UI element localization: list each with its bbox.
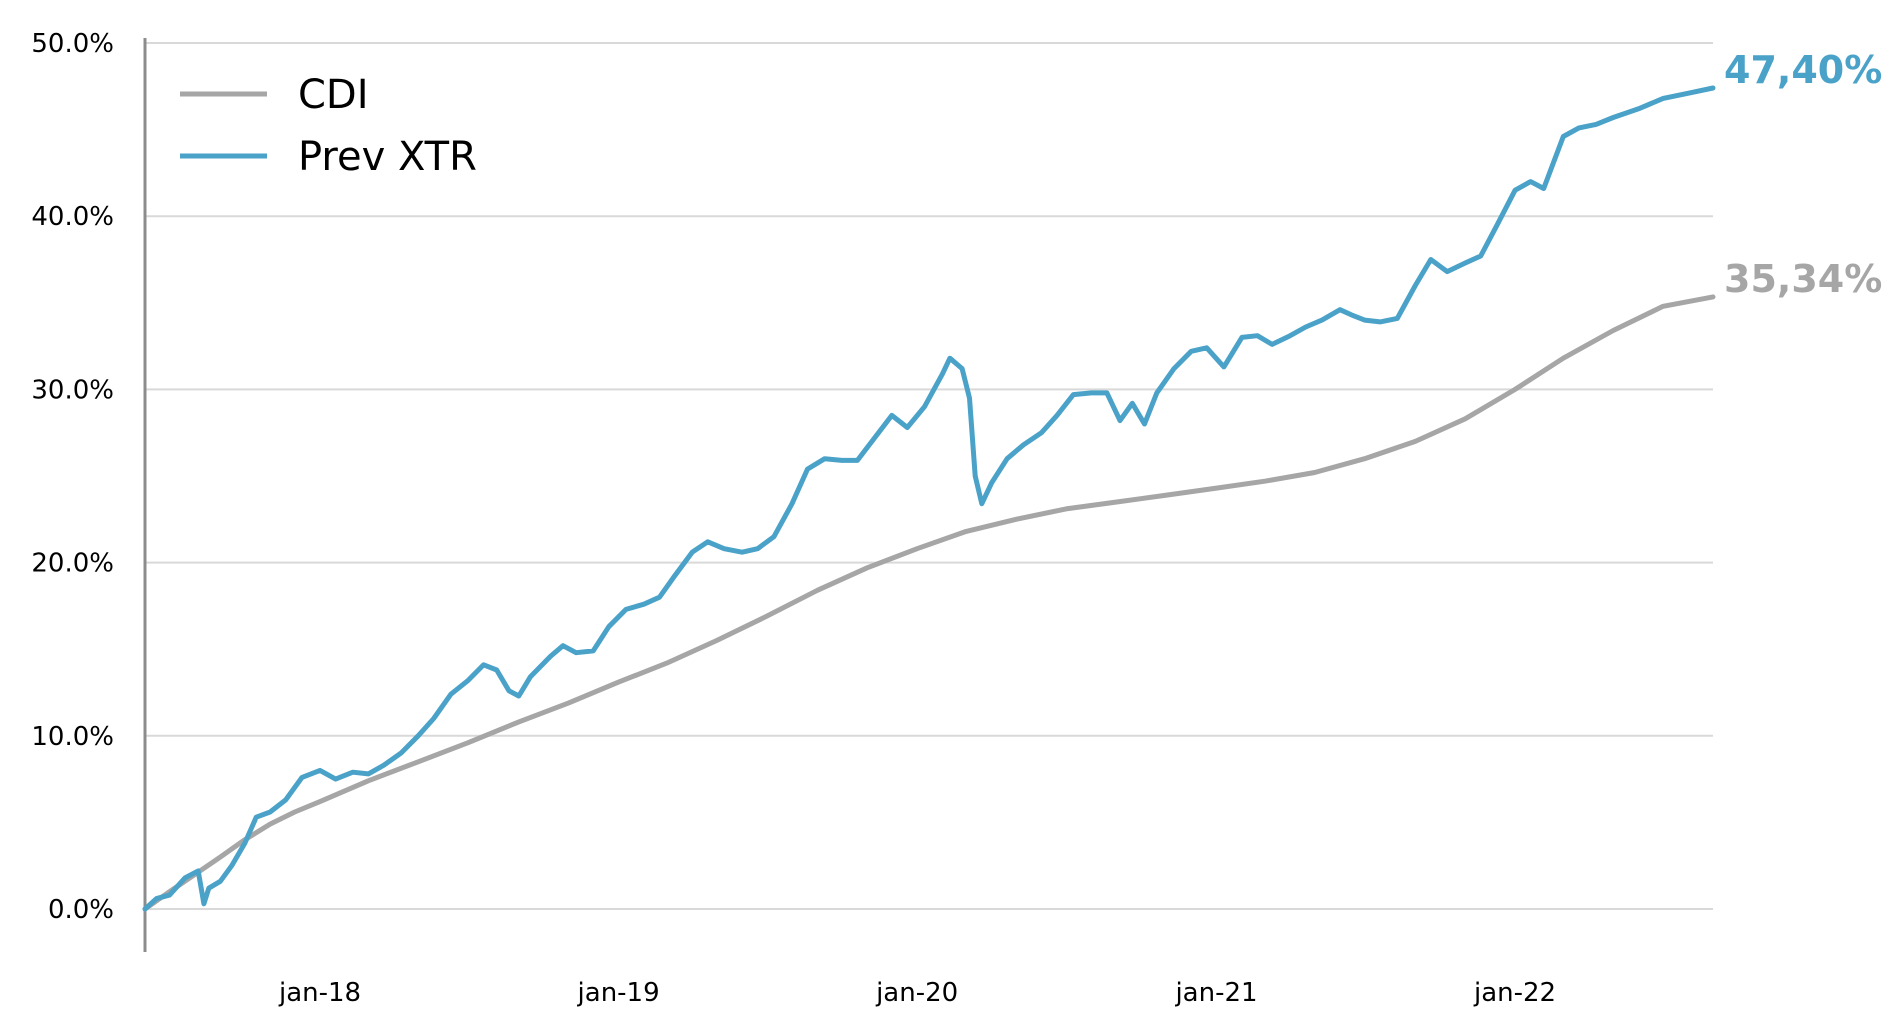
x-tick-label: jan-22 [1473,978,1556,1008]
y-tick-label: 10.0% [31,722,114,752]
x-axis: jan-18 jan-19 jan-20 jan-21 jan-22 [278,978,1556,1008]
series-line-prev-xtr [142,85,1716,912]
y-tick-label: 40.0% [31,202,114,232]
series-lines [142,85,1716,912]
legend-label-cdi: CDI [298,72,369,118]
x-tick-label: jan-20 [875,978,958,1008]
end-label-cdi: 35,34% [1724,257,1882,301]
x-tick-label: jan-19 [577,978,660,1008]
end-labels: 35,34% 47,40% [1724,48,1882,301]
gridlines [145,42,1713,910]
y-tick-label: 30.0% [31,375,114,405]
y-axis: 0.0% 10.0% 20.0% 30.0% 40.0% 50.0% [31,29,147,952]
legend: CDI Prev XTR [180,72,477,180]
legend-label-prev-xtr: Prev XTR [298,134,477,180]
y-tick-label: 20.0% [31,549,114,579]
y-tick-label: 50.0% [31,29,114,59]
y-tick-label: 0.0% [48,895,114,925]
end-label-prev-xtr: 47,40% [1724,48,1882,92]
series-line-cdi [142,294,1716,912]
x-tick-label: jan-18 [278,978,361,1008]
x-tick-label: jan-21 [1174,978,1257,1008]
